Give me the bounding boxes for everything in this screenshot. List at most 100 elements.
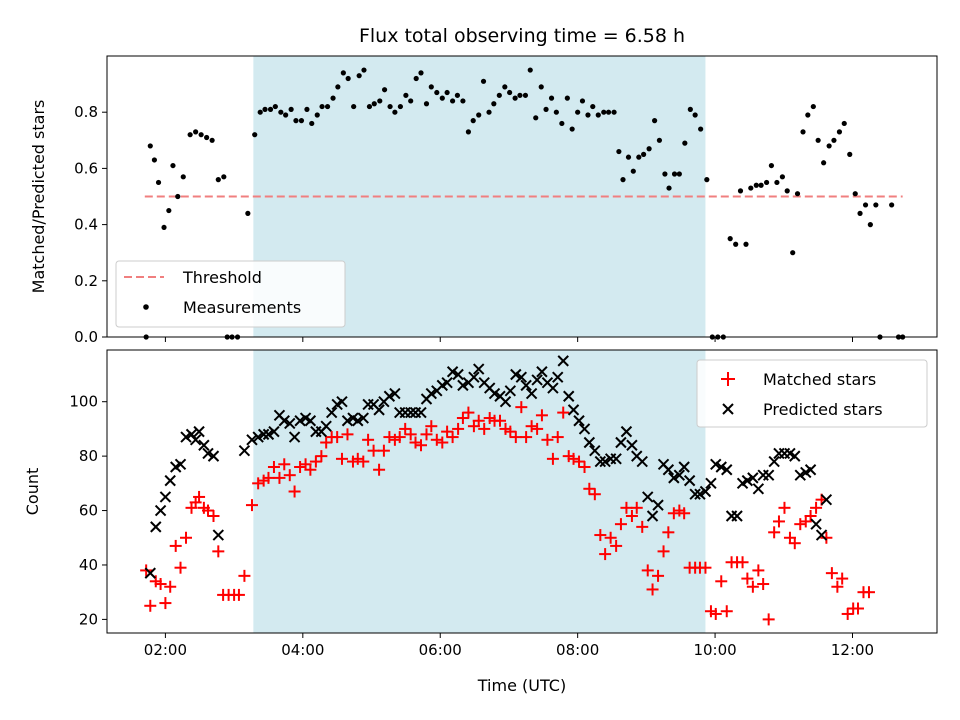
matched-star-point [367, 444, 380, 457]
matched-star-point [614, 518, 627, 531]
predicted-star-point [547, 382, 559, 394]
measurement-point [682, 140, 688, 146]
bottom-highlight-span [253, 350, 706, 633]
measurement-point [692, 112, 698, 118]
measurement-point [852, 191, 858, 197]
measurement-point [151, 157, 158, 163]
measurement-point [170, 162, 176, 169]
predicted-star-point [683, 474, 696, 487]
measurement-point [491, 101, 497, 107]
x-tick-label: 12:00 [831, 641, 874, 659]
measurement-point [527, 67, 533, 73]
predicted-star-point [563, 390, 575, 402]
matched-star-point [341, 428, 354, 441]
matched-star-point [709, 607, 722, 620]
measurement-point [319, 103, 325, 110]
predicted-star-point [202, 447, 214, 460]
measurement-point [737, 188, 744, 194]
predicted-star-point [212, 529, 225, 541]
matched-star-point [169, 539, 182, 552]
y-tick-label: 20 [79, 610, 98, 628]
measurement-point [209, 137, 215, 143]
predicted-star-point [288, 431, 301, 443]
measurement-point [704, 177, 710, 183]
measurement-point [857, 210, 863, 216]
predicted-star-point [636, 455, 648, 468]
measurement-point [748, 185, 754, 191]
measurement-point [480, 78, 487, 84]
top-x-ticks [164, 337, 853, 342]
measurement-point [841, 120, 847, 127]
predicted-star-point [652, 499, 664, 511]
matched-star-point [778, 501, 791, 514]
matched-star-point [478, 422, 491, 435]
matched-star-point [762, 613, 775, 626]
predicted-star-point [536, 366, 548, 378]
measurement-point [533, 115, 539, 121]
measurement-point [862, 202, 869, 208]
matched-star-point [456, 412, 469, 425]
measurement-point [794, 191, 801, 197]
measurement-point [790, 250, 796, 256]
matched-star-point [630, 501, 643, 514]
bottom-y-axis-label: Count [23, 468, 42, 516]
matched-star-point [238, 569, 251, 582]
predicted-star-point [278, 415, 290, 427]
matched-star-point [430, 433, 443, 446]
predicted-star-point [662, 464, 675, 476]
measurement-point [662, 171, 668, 177]
measurement-point [161, 224, 167, 231]
measurement-point [283, 112, 289, 118]
matched-star-point [567, 452, 580, 465]
measurement-point [356, 73, 362, 79]
matched-star-point [741, 572, 754, 585]
bottom-y-ticks: 20 40 60 80 100 [69, 393, 107, 628]
measurement-point [304, 106, 310, 112]
matched-star-point [772, 515, 785, 528]
predicted-star-point [531, 374, 543, 386]
measurement-point [387, 103, 393, 110]
x-axis-label: Time (UTC) [477, 676, 566, 695]
matched-star-point [641, 564, 654, 577]
predicted-star-point [415, 406, 427, 419]
predicted-star-point [573, 415, 585, 427]
predicted-star-point [352, 415, 364, 427]
legend-measurements-label: Measurements [183, 298, 301, 317]
measurement-point [676, 171, 682, 177]
matched-star-point [309, 455, 322, 468]
matched-star-point [164, 580, 177, 593]
measurement-point [595, 112, 601, 118]
measurement-point [309, 120, 315, 127]
measurement-point [821, 160, 827, 166]
x-tick-label: 02:00 [144, 641, 187, 659]
matched-star-point [377, 444, 390, 457]
matched-star-point [652, 569, 665, 582]
matched-star-point [525, 420, 538, 433]
predicted-star-point [557, 355, 569, 367]
predicted-star-point [610, 453, 622, 465]
predicted-star-point [762, 469, 775, 481]
measurement-point [460, 98, 466, 104]
measurement-point [413, 75, 419, 82]
measurement-point [470, 118, 476, 124]
measurement-point [439, 95, 445, 101]
measurement-point [340, 70, 346, 76]
matched-star-point [667, 507, 680, 520]
matched-star-point [788, 537, 801, 550]
y-tick-label: 60 [79, 502, 98, 520]
y-tick-label: 80 [79, 447, 98, 465]
matched-star-point [636, 520, 649, 533]
matched-star-point [252, 477, 265, 490]
matched-star-point [414, 439, 427, 452]
measurement-point [784, 188, 790, 194]
predicted-star-point [268, 425, 280, 438]
predicted-star-point [620, 425, 633, 438]
top-y-ticks: 0.0 0.2 0.4 0.6 0.8 [74, 103, 107, 346]
matched-star-point [331, 431, 344, 444]
matched-star-point [862, 586, 875, 599]
measurement-point [272, 103, 278, 110]
measurement-point [522, 92, 529, 98]
matched-star-point [320, 436, 333, 449]
bottom-axes-frame [106, 349, 938, 634]
matched-star-point [752, 564, 765, 577]
